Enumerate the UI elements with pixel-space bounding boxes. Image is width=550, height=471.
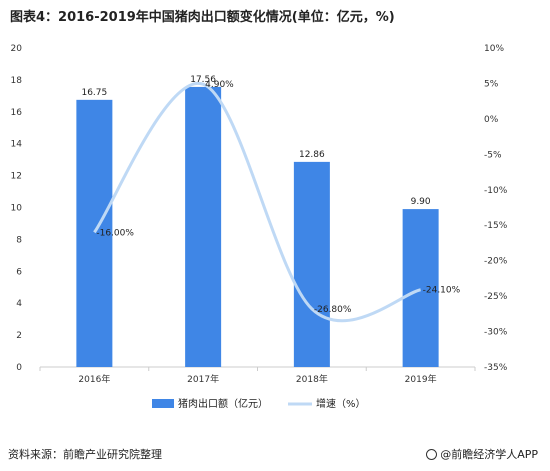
left-tick-label: 12 <box>11 172 22 182</box>
x-tick-label: 2019年 <box>405 373 437 385</box>
left-tick-label: 4 <box>16 299 22 309</box>
left-tick-label: 8 <box>16 235 22 245</box>
bar <box>76 99 113 368</box>
left-tick-label: 2 <box>16 331 22 341</box>
right-tick-label: -25% <box>484 292 508 302</box>
line-value-label: -16.00% <box>96 228 134 238</box>
right-tick-label: 0% <box>484 115 499 125</box>
bar-value-label: 16.75 <box>81 88 107 98</box>
axes: 0 2 4 6 8 10 12 14 16 18 20 -35% -30% -25% -20% -15% -10… <box>11 44 508 385</box>
legend-bar-swatch <box>152 399 174 408</box>
legend-line-label: 增速（%） <box>316 397 366 410</box>
right-tick-label: -35% <box>484 363 508 373</box>
left-tick-label: 18 <box>11 76 23 86</box>
x-tick-label: 2016年 <box>78 373 110 385</box>
line-value-label: -24.10% <box>423 286 461 296</box>
left-tick-label: 14 <box>11 140 23 150</box>
right-tick-label: -30% <box>484 328 508 338</box>
line-series <box>93 82 422 323</box>
right-tick-label: -20% <box>484 257 508 267</box>
bar <box>293 161 330 367</box>
bar-value-label: 12.86 <box>299 150 325 160</box>
right-tick-label: -10% <box>484 186 508 196</box>
left-tick-label: 16 <box>11 108 23 118</box>
bar-value-label: 9.90 <box>411 197 431 207</box>
data-labels: 16.75 17.56 12.86 9.90 -16.00% 4.90% -26.80% -2… <box>81 75 460 315</box>
chart-title: 图表4：2016-2019年中国猪肉出口额变化情况(单位：亿元，%) <box>10 10 395 25</box>
bar-series <box>76 86 439 368</box>
bar <box>402 209 439 367</box>
bar-value-label: 17.56 <box>190 75 216 85</box>
x-tick-label: 2018年 <box>296 373 328 385</box>
source-note: 资料来源：前瞻产业研究院整理 <box>8 448 162 461</box>
left-tick-label: 10 <box>11 204 23 214</box>
left-tick-label: 6 <box>16 267 22 277</box>
line-value-label: 4.90% <box>205 80 234 90</box>
left-tick-label: 0 <box>16 363 22 373</box>
right-tick-label: 10% <box>484 44 504 54</box>
left-tick-label: 20 <box>11 44 23 54</box>
right-tick-label: -5% <box>484 150 502 160</box>
right-tick-label: -15% <box>484 221 508 231</box>
bar <box>185 86 222 367</box>
growth-line <box>93 82 422 323</box>
legend-bar-label: 猪肉出口额（亿元） <box>178 397 268 410</box>
line-value-label: -26.80% <box>314 305 352 315</box>
brand-credit: @前瞻经济学人APP <box>426 446 538 462</box>
brand-logo-icon <box>426 448 438 460</box>
brand-text: @前瞻经济学人APP <box>440 448 538 461</box>
x-tick-label: 2017年 <box>187 373 219 385</box>
legend: 猪肉出口额（亿元） 增速（%） <box>152 397 366 410</box>
right-tick-label: 5% <box>484 79 499 89</box>
